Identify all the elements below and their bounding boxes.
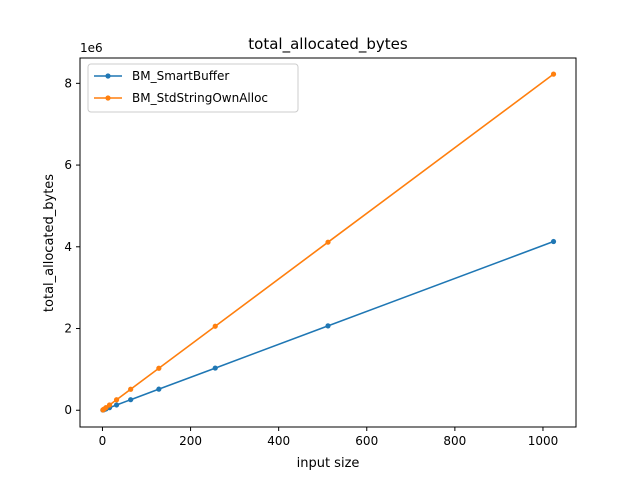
legend: BM_SmartBuffer BM_StdStringOwnAlloc [87, 63, 299, 113]
legend-marker [105, 73, 111, 79]
legend-items: BM_SmartBuffer BM_StdStringOwnAlloc [94, 69, 268, 105]
x-tick-label: 600 [355, 434, 378, 448]
y-tick-label: 4 [64, 240, 72, 254]
data-point [550, 238, 557, 245]
x-tick-label: 1000 [528, 434, 559, 448]
x-tick-label: 400 [267, 434, 290, 448]
x-tick-label: 200 [179, 434, 202, 448]
legend-label: BM_StdStringOwnAlloc [132, 91, 268, 105]
data-point [113, 397, 120, 403]
series-layer [100, 71, 557, 413]
legend-frame [87, 63, 299, 113]
x-tick-label: 800 [443, 434, 466, 448]
data-point [212, 323, 218, 329]
x-axis-label: input size [297, 456, 360, 471]
data-point [128, 386, 134, 392]
legend-marker [105, 95, 111, 101]
axes-frame [79, 57, 577, 428]
y-offset-label: 1e6 [80, 41, 103, 55]
data-point [106, 402, 113, 408]
data-point [212, 365, 218, 371]
y-axis: 0 2 4 6 8 [64, 76, 80, 417]
data-point [550, 71, 557, 77]
y-axis-label: total_allocated_bytes [42, 174, 57, 312]
data-point [325, 323, 331, 329]
data-point [156, 386, 162, 392]
chart-title: total_allocated_bytes [248, 35, 408, 54]
y-tick-label: 6 [64, 158, 72, 172]
data-point [113, 402, 120, 408]
y-tick-label: 0 [64, 403, 72, 417]
y-tick-label: 2 [64, 322, 72, 336]
data-point [128, 397, 134, 403]
plot-area [79, 57, 577, 428]
x-tick-label: 0 [99, 434, 107, 448]
legend-label: BM_SmartBuffer [132, 69, 229, 83]
x-axis: 0 200 400 600 800 1000 [99, 427, 559, 448]
y-tick-label: 8 [64, 76, 72, 90]
data-point [325, 239, 331, 245]
data-point [156, 365, 162, 371]
